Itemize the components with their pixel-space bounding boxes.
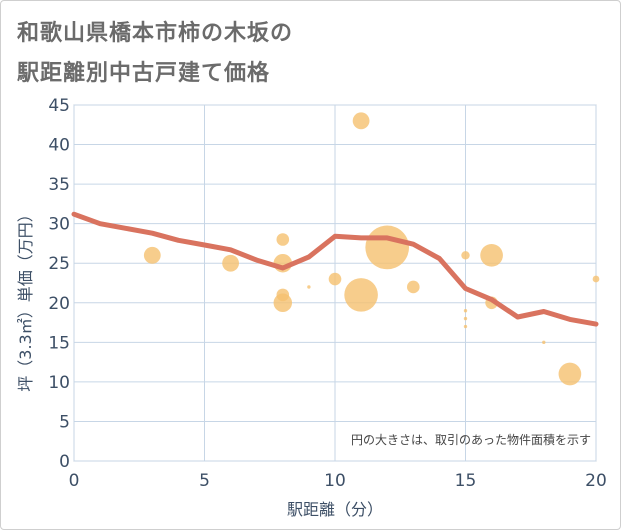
y-tick-label: 30 — [48, 215, 70, 235]
data-point-bubble — [463, 316, 468, 321]
x-tick-label: 15 — [455, 471, 477, 491]
bubble-series — [143, 112, 600, 386]
x-tick-label: 5 — [199, 471, 210, 491]
bubble-size-note: 円の大きさは、取引のあった物件面積を示す — [351, 432, 591, 447]
chart-title-line-2: 駅距離別中古戸建て価格 — [17, 61, 271, 86]
y-tick-label: 45 — [48, 96, 70, 116]
data-point-bubble — [480, 243, 503, 267]
tick-labels: 0 5 10 15 20 0 5 10 15 20 25 30 35 40 45 — [48, 96, 606, 491]
y-tick-label: 40 — [48, 136, 70, 156]
data-point-bubble — [307, 285, 311, 289]
y-tick-label: 15 — [48, 333, 70, 353]
grid-lines — [73, 104, 597, 462]
data-point-bubble — [592, 275, 600, 283]
x-tick-label: 20 — [585, 471, 607, 491]
y-tick-label: 10 — [48, 373, 70, 393]
data-point-bubble — [143, 246, 161, 264]
data-point-bubble — [222, 254, 240, 272]
x-axis-title: 駅距離（分） — [287, 500, 383, 519]
y-tick-label: 0 — [59, 452, 70, 472]
data-point-bubble — [463, 324, 468, 329]
average-line-series — [71, 211, 599, 327]
y-tick-label: 5 — [59, 412, 70, 432]
data-point-bubble — [542, 340, 546, 345]
x-tick-label: 0 — [69, 471, 80, 491]
y-tick-label: 25 — [48, 254, 70, 274]
data-point-bubble — [352, 112, 370, 130]
y-tick-label: 35 — [48, 175, 70, 195]
data-point-bubble — [463, 309, 468, 313]
data-point-bubble — [407, 280, 420, 294]
y-tick-label: 20 — [48, 294, 70, 314]
data-point-bubble — [276, 233, 290, 246]
average-trend-line — [71, 211, 599, 327]
chart-title-line-1: 和歌山県橋本市柿の木坂の — [17, 21, 294, 46]
data-point-bubble — [558, 362, 582, 386]
data-point-bubble — [344, 278, 378, 312]
data-point-bubble — [461, 251, 470, 260]
data-point-bubble — [273, 293, 293, 313]
x-tick-label: 10 — [324, 471, 346, 491]
data-point-bubble — [365, 225, 410, 270]
y-axis-title: 坪（3.3㎡）単価（万円） — [16, 206, 35, 391]
data-point-bubble — [328, 272, 342, 286]
